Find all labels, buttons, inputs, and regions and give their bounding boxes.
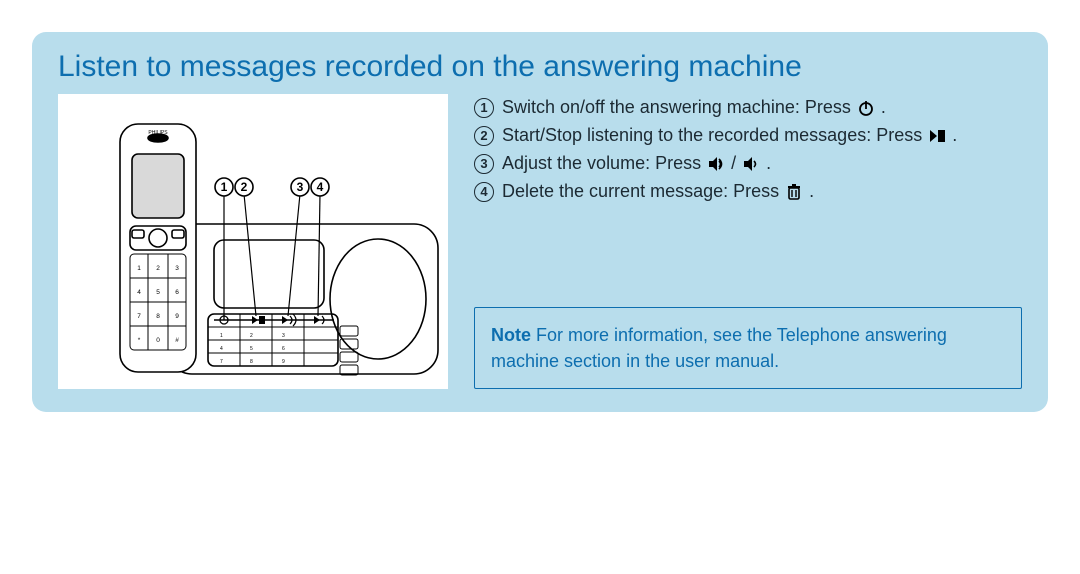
callout-3: 3 <box>297 180 304 194</box>
note-box: Note For more information, see the Telep… <box>474 307 1022 389</box>
svg-text:1: 1 <box>220 333 223 339</box>
svg-text:7: 7 <box>220 359 223 365</box>
step-number: 2 <box>474 126 494 146</box>
step-3: 3 Adjust the volume: Press / . <box>474 150 1022 178</box>
step-2: 2 Start/Stop listening to the recorded m… <box>474 122 1022 150</box>
right-column: 1 Switch on/off the answering machine: P… <box>474 94 1022 389</box>
play-stop-icon <box>928 127 946 145</box>
svg-text:1: 1 <box>137 265 141 272</box>
svg-text:7: 7 <box>137 313 141 320</box>
svg-text:4: 4 <box>220 346 223 352</box>
step-4: 4 Delete the current message: Press . <box>474 178 1022 206</box>
note-label: Note <box>491 325 531 345</box>
step-number: 1 <box>474 98 494 118</box>
step-number: 3 <box>474 154 494 174</box>
trash-icon <box>785 183 803 201</box>
svg-text:8: 8 <box>250 359 253 365</box>
vol-down-icon <box>742 155 760 173</box>
svg-text:#: # <box>175 337 179 344</box>
svg-text:5: 5 <box>156 289 160 296</box>
step-text: Switch on/off the answering machine: Pre… <box>502 94 886 122</box>
svg-text:6: 6 <box>175 289 179 296</box>
card-title: Listen to messages recorded on the answe… <box>58 50 1022 84</box>
svg-text:0: 0 <box>156 337 160 344</box>
callout-4: 4 <box>317 180 324 194</box>
svg-text:2: 2 <box>156 265 160 272</box>
callout-1: 1 <box>221 180 228 194</box>
svg-text:6: 6 <box>282 346 285 352</box>
svg-text:9: 9 <box>282 359 285 365</box>
svg-text:3: 3 <box>282 333 285 339</box>
svg-text:5: 5 <box>250 346 253 352</box>
power-icon <box>857 99 875 117</box>
brand-label: PHILIPS <box>148 130 168 136</box>
note-text: For more information, see the Telephone … <box>491 325 947 371</box>
phone-illustration: 123 456 789 <box>58 94 448 389</box>
svg-text:3: 3 <box>175 265 179 272</box>
svg-text:4: 4 <box>137 289 141 296</box>
step-number: 4 <box>474 182 494 202</box>
vol-up-icon <box>707 155 725 173</box>
step-list: 1 Switch on/off the answering machine: P… <box>474 94 1022 206</box>
svg-text:8: 8 <box>156 313 160 320</box>
step-text: Adjust the volume: Press / . <box>502 150 771 178</box>
svg-text:9: 9 <box>175 313 179 320</box>
step-1: 1 Switch on/off the answering machine: P… <box>474 94 1022 122</box>
card-content: 123 456 789 <box>58 94 1022 389</box>
svg-text:2: 2 <box>250 333 253 339</box>
step-text: Start/Stop listening to the recorded mes… <box>502 122 957 150</box>
callout-2: 2 <box>241 180 248 194</box>
step-text: Delete the current message: Press . <box>502 178 814 206</box>
instruction-card: Listen to messages recorded on the answe… <box>32 32 1048 412</box>
